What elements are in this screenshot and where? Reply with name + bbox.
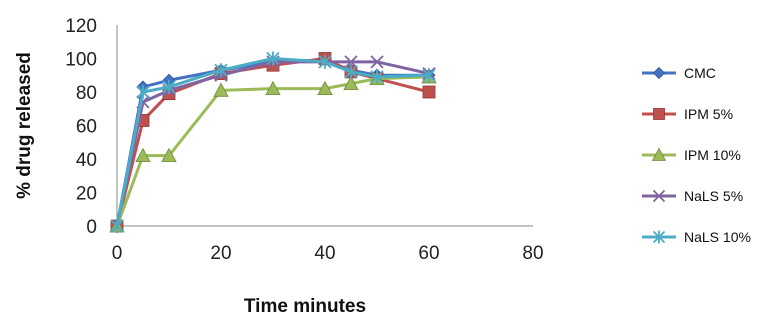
legend-label: IPM 5%	[684, 106, 733, 122]
legend: CMC IPM 5% IPM 10% NaLS 5% NaLS 10%	[642, 65, 751, 245]
x-tick-label: 0	[112, 243, 123, 264]
series-nals-10	[110, 51, 436, 233]
x-axis-title: Time minutes	[244, 296, 366, 317]
y-tick-label: 0	[86, 217, 97, 238]
legend-marker	[651, 147, 667, 161]
x-tick-label: 80	[522, 243, 543, 264]
data-point	[265, 80, 281, 96]
data-point	[317, 80, 333, 96]
y-axis-title: % drug released	[14, 52, 35, 199]
legend-item: CMC	[642, 65, 716, 81]
data-point	[266, 51, 280, 66]
data-point	[214, 63, 228, 78]
data-point	[422, 68, 436, 83]
data-point	[422, 85, 436, 99]
data-point	[370, 69, 384, 84]
legend-item: NaLS 5%	[642, 188, 743, 204]
data-point	[318, 54, 332, 69]
y-tick-label: 80	[76, 83, 97, 104]
data-point	[135, 147, 151, 163]
x-tick-label: 40	[314, 243, 335, 264]
legend-item: IPM 5%	[642, 106, 733, 122]
y-tick-label: 40	[76, 150, 97, 171]
data-point	[136, 85, 150, 99]
legend-label: NaLS 10%	[684, 229, 751, 245]
y-tick-label: 120	[65, 16, 97, 37]
data-point	[162, 79, 176, 94]
x-tick-labels: 0 20 40 60 80	[112, 243, 544, 264]
x-tick-label: 60	[418, 243, 439, 264]
data-point	[344, 55, 358, 69]
legend-item: IPM 10%	[642, 147, 741, 163]
data-point	[213, 82, 229, 97]
axes	[116, 25, 533, 227]
legend-item: NaLS 10%	[642, 229, 751, 245]
y-tick-labels: 0 20 40 60 80 100 120	[65, 16, 97, 238]
series-group	[109, 51, 437, 233]
data-point	[343, 75, 359, 91]
y-tick-label: 100	[65, 50, 97, 71]
data-point	[370, 55, 384, 69]
legend-label: CMC	[684, 65, 716, 81]
legend-marker	[652, 189, 666, 203]
data-point	[161, 147, 177, 163]
legend-label: NaLS 5%	[684, 188, 743, 204]
legend-marker	[652, 66, 666, 80]
legend-label: IPM 10%	[684, 147, 741, 163]
x-tick-label: 20	[210, 243, 231, 264]
y-tick-label: 60	[76, 117, 97, 138]
data-point	[110, 219, 124, 233]
data-point	[344, 64, 358, 79]
y-tick-label: 20	[76, 184, 97, 205]
legend-marker	[653, 108, 665, 120]
legend-marker	[652, 230, 666, 244]
